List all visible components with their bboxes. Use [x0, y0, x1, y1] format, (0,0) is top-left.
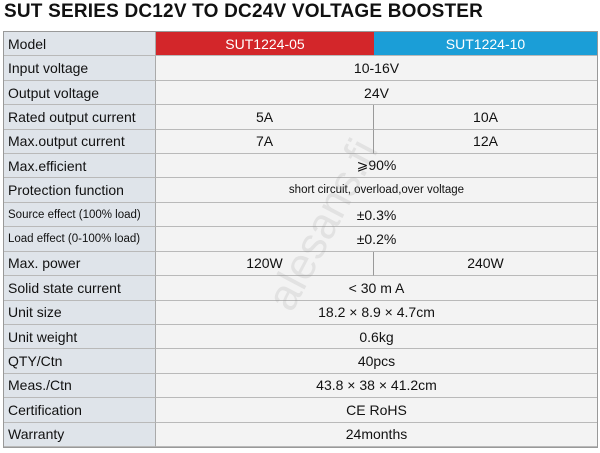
row-value: 10A	[374, 105, 597, 130]
row-value: 5A	[156, 105, 374, 130]
title: SUT SERIES DC12V TO DC24V VOLTAGE BOOSTE…	[4, 1, 484, 22]
row-value: short circuit, overload,over voltage	[156, 178, 597, 203]
row-label: Unit weight	[4, 324, 156, 350]
row-label: Max.efficient	[4, 154, 156, 179]
row-label: Certification	[4, 398, 156, 423]
row-value: 10-16V	[156, 56, 597, 81]
row-label: Source effect (100% load)	[4, 202, 156, 228]
spec-table: Model SUT1224-05 SUT1224-10 Input voltage 10…	[3, 31, 598, 448]
header-label: Model	[4, 32, 156, 57]
row-label: Meas./Ctn	[4, 373, 156, 399]
row-label: Protection function	[4, 178, 156, 203]
row-value: 43.8 × 38 × 41.2cm	[156, 374, 597, 399]
row-value: 240W	[374, 252, 597, 277]
row-label: Unit size	[4, 300, 156, 325]
row-value: 24V	[156, 81, 597, 106]
row-value: 7A	[156, 129, 374, 155]
row-value: 40pcs	[156, 349, 597, 374]
row-label: Output voltage	[4, 80, 156, 106]
row-value: CE RoHS	[156, 398, 597, 423]
row-label: Max. power	[4, 251, 156, 277]
row-label: Input voltage	[4, 56, 156, 81]
row-value: 120W	[156, 251, 374, 277]
row-value: ⩾90%	[156, 154, 597, 179]
row-label: Max.output current	[4, 129, 156, 155]
row-value: 18.2 × 8.9 × 4.7cm	[156, 301, 597, 325]
row-label: QTY/Ctn	[4, 349, 156, 374]
row-label: Solid state current	[4, 276, 156, 301]
row-value: ±0.2%	[156, 227, 597, 252]
header-model: SUT1224-10	[374, 32, 597, 57]
row-value: 24months	[156, 423, 597, 447]
row-value: 12A	[374, 130, 597, 155]
row-label: Warranty	[4, 422, 156, 447]
row-value: < 30 m A	[156, 276, 597, 301]
header-model: SUT1224-05	[156, 32, 374, 57]
row-label: Load effect (0-100% load)	[4, 227, 156, 252]
row-value: ±0.3%	[156, 203, 597, 228]
row-label: Rated output current	[4, 105, 156, 130]
row-value: 0.6kg	[156, 325, 597, 350]
